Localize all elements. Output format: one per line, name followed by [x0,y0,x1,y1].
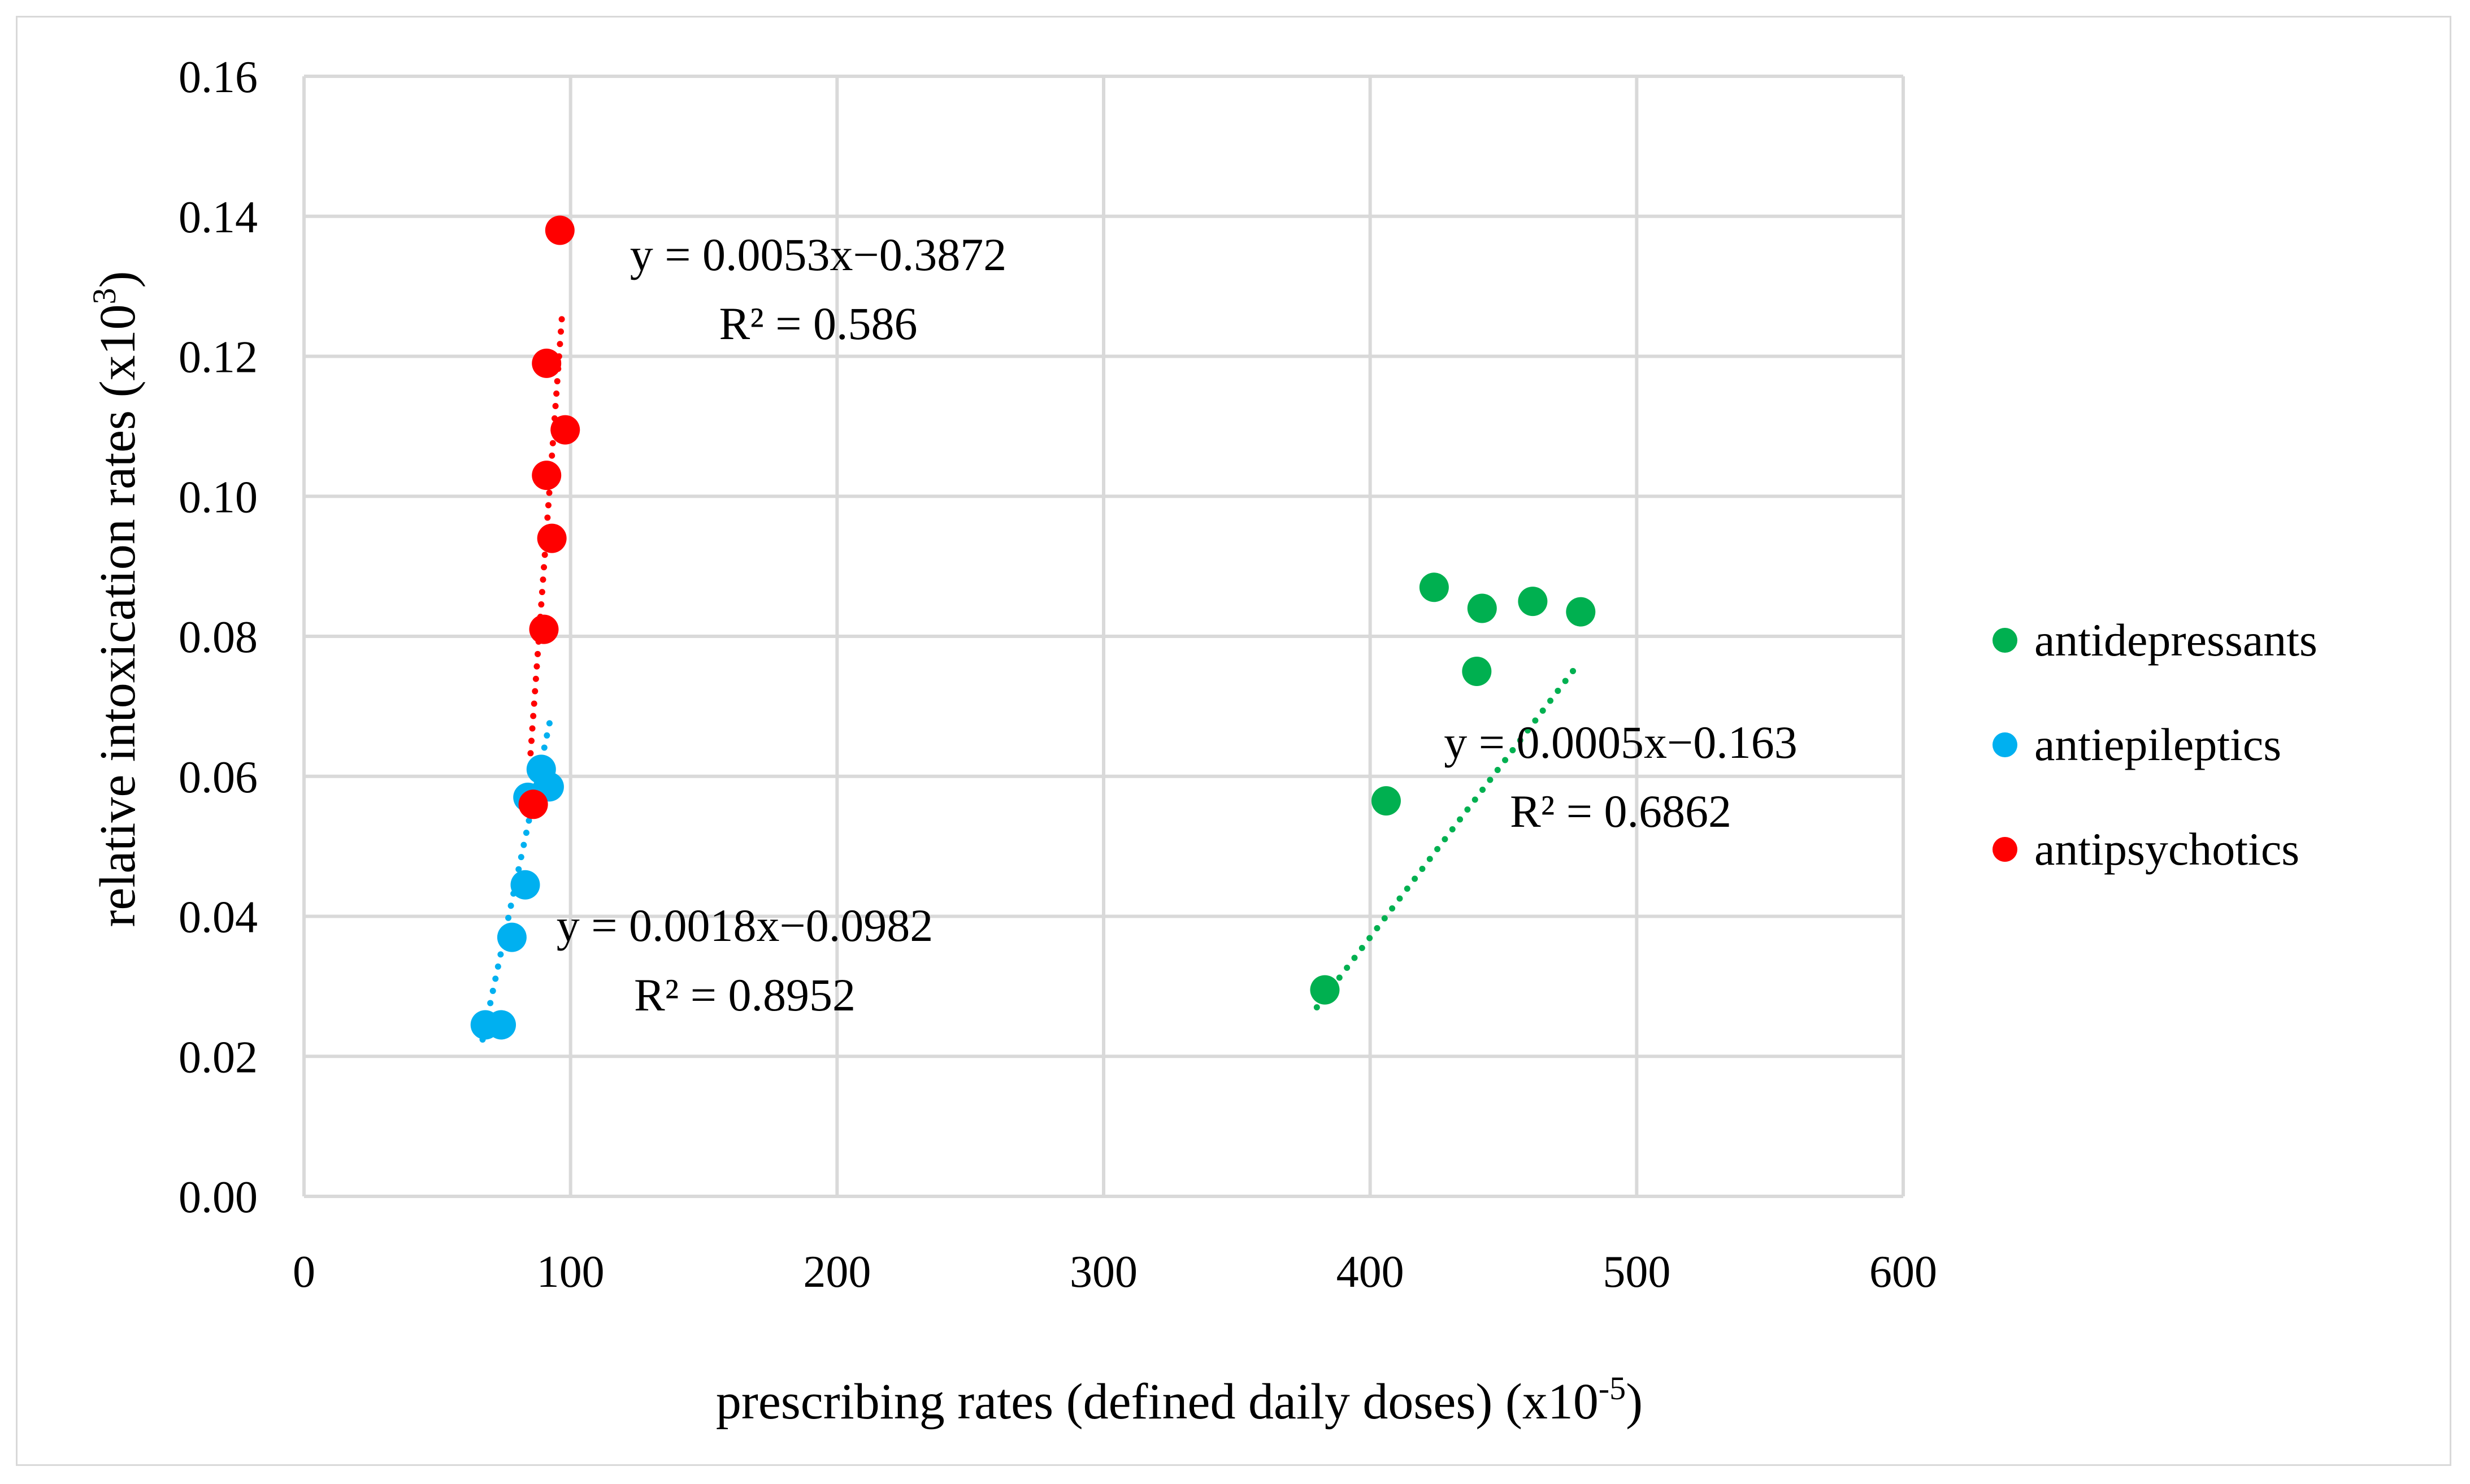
legend-marker-antidepressants [1993,628,2017,653]
legend-label-antiepileptics: antiepileptics [2034,719,2281,770]
x-tick-label: 0 [293,1247,315,1297]
point-antidepressants [1518,587,1548,617]
x-axis-title-end: ) [1626,1374,1643,1430]
point-antipsychotics [532,348,562,378]
tick-labels: 0.00 0.02 0.04 0.06 0.08 0.10 0.12 0.14 0.16 0 100… [179,53,1937,1297]
x-tick-label: 300 [1070,1247,1138,1297]
grid-lines [302,75,1905,1198]
y-axis-title-end: ) [90,271,146,288]
point-antidepressants [1467,593,1497,623]
x-tick-label: 200 [803,1247,871,1297]
point-antidepressants [1419,572,1449,602]
x-tick-label: 600 [1869,1247,1937,1297]
trendline-annotations: y = 0.0053x−0.3872 R² = 0.586 y = 0.0018… [557,229,1798,1021]
legend-label-antidepressants: antidepressants [2034,614,2317,666]
point-antipsychotics [532,461,562,491]
y-tick-label: 0.06 [179,753,258,802]
x-tick-label: 400 [1336,1247,1404,1297]
point-antipsychotics [518,789,548,819]
point-antidepressants [1371,786,1401,816]
r2-antidepressants: R² = 0.6862 [1510,786,1731,837]
chart-frame [16,16,2451,1466]
x-axis-title-sup: -5 [1599,1370,1626,1407]
legend-label-antipsychotics: antipsychotics [2034,823,2299,875]
point-antiepileptics [497,922,527,952]
x-axis-title: prescribing rates (defined daily doses) … [716,1370,1643,1430]
legend: antidepressants antiepileptics antipsych… [1993,614,2317,875]
y-tick-label: 0.08 [179,613,258,662]
legend-marker-antipsychotics [1993,837,2017,862]
y-axis-title: relative intoxication rates (x103) [86,271,146,927]
point-antipsychotics [550,415,580,445]
point-antidepressants [1566,597,1596,627]
x-tick-label: 100 [537,1247,605,1297]
point-antipsychotics [529,614,559,644]
point-antipsychotics [537,523,567,553]
equation-antiepileptics: y = 0.0018x−0.0982 [557,900,934,951]
x-axis-title-main: prescribing rates (defined daily doses) … [716,1374,1599,1430]
point-antidepressants [1462,656,1492,686]
r2-antipsychotics: R² = 0.586 [719,298,917,349]
y-axis-title-main: relative intoxication rates (x10 [90,304,146,927]
trendline-antidepressants [1313,661,1582,1011]
y-tick-label: 0.00 [179,1173,258,1222]
x-tick-label: 500 [1603,1247,1670,1297]
equation-antidepressants: y = 0.0005x−0.163 [1444,717,1798,768]
y-tick-label: 0.12 [179,333,258,383]
point-antiepileptics [510,870,540,900]
y-tick-label: 0.02 [179,1032,258,1082]
r2-antiepileptics: R² = 0.8952 [634,969,856,1021]
data-points [470,215,1596,1040]
legend-marker-antiepileptics [1993,732,2017,757]
y-axis-title-sup: 3 [86,288,123,304]
y-tick-label: 0.04 [179,893,258,943]
point-antidepressants [1310,975,1340,1005]
y-tick-label: 0.14 [179,193,258,242]
point-antiepileptics [487,1010,516,1040]
y-tick-label: 0.10 [179,472,258,522]
y-tick-label: 0.16 [179,53,258,102]
equation-antipsychotics: y = 0.0053x−0.3872 [630,229,1007,280]
point-antipsychotics [545,215,575,245]
